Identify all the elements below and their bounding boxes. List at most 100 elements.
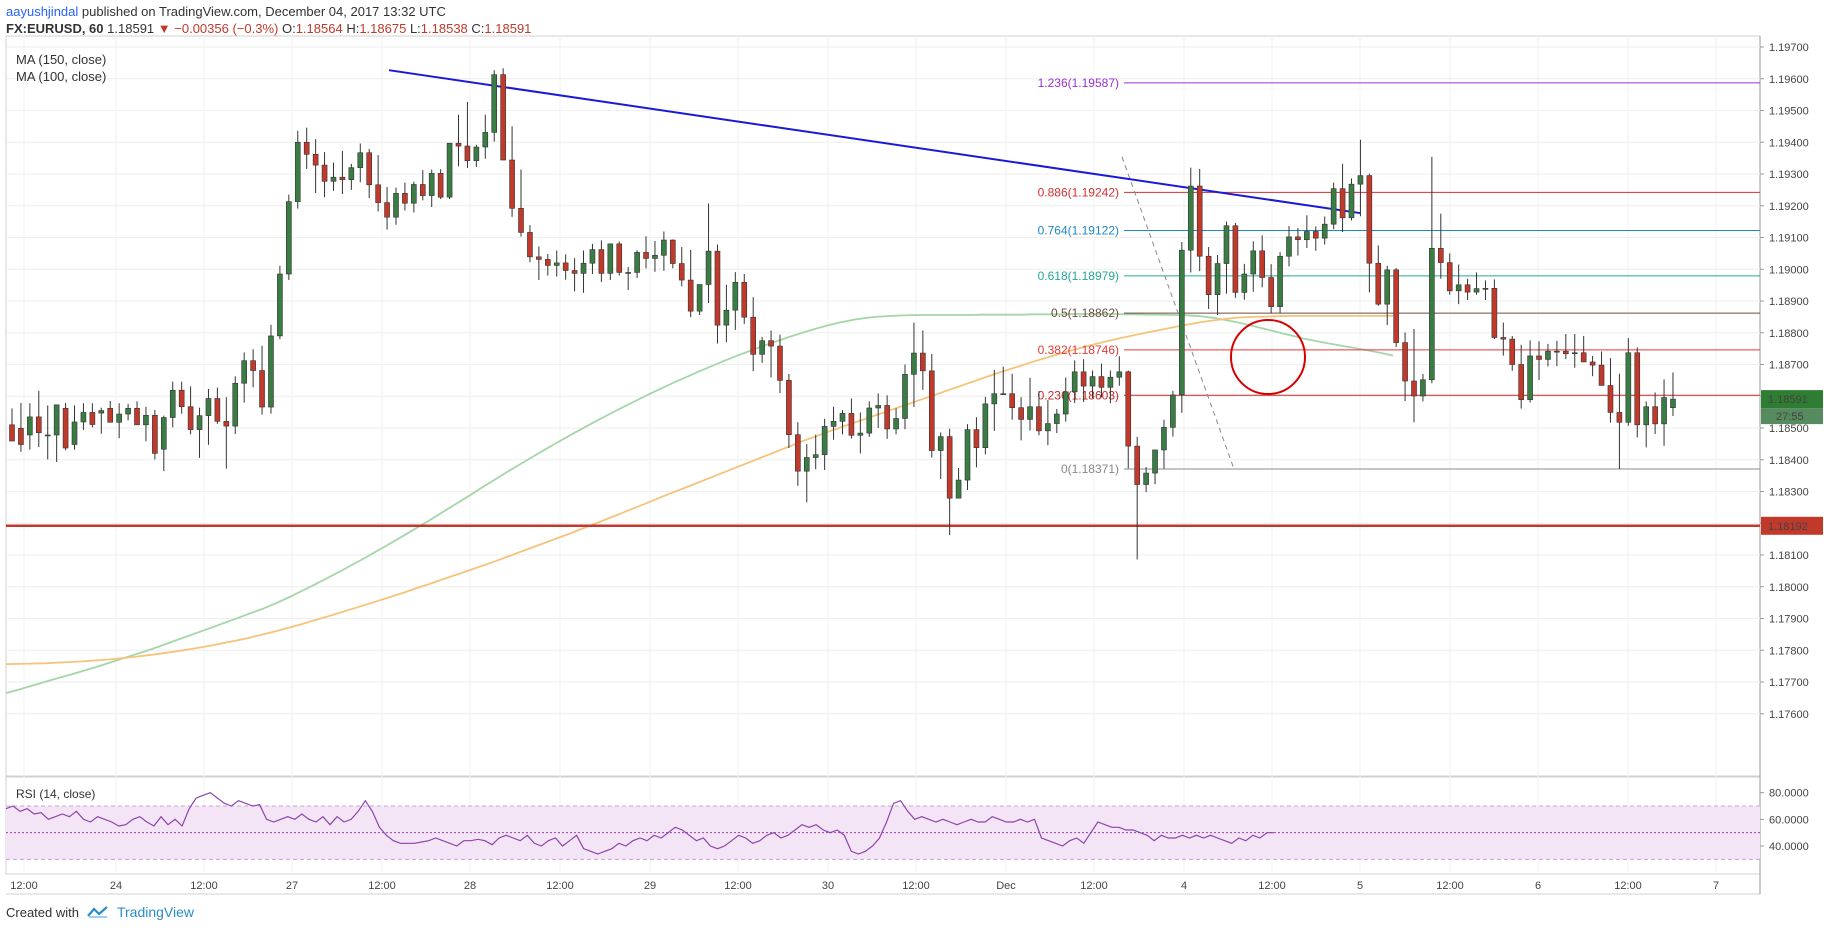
candle-body <box>339 176 346 181</box>
candle <box>134 401 140 426</box>
candle-body <box>795 434 801 472</box>
candle-body <box>670 239 676 264</box>
candle-body <box>1634 352 1641 426</box>
candle-body <box>1348 183 1355 219</box>
candle <box>982 396 989 455</box>
candle <box>116 403 122 439</box>
candle <box>1607 358 1614 423</box>
candle-body <box>598 249 605 274</box>
fib-label: 0(1.18371) <box>1061 462 1119 476</box>
candle <box>1277 252 1283 314</box>
candle <box>812 434 819 470</box>
candle <box>241 352 247 403</box>
candle <box>303 127 310 169</box>
y-tick-label: 1.19600 <box>1769 74 1809 86</box>
candle <box>1223 221 1230 294</box>
candle-body <box>1598 364 1605 386</box>
candle <box>678 247 685 287</box>
candle-body <box>446 142 453 198</box>
candle-body <box>348 167 355 181</box>
x-tick-label: 12:00 <box>546 880 574 892</box>
candle-body <box>143 414 149 426</box>
candle <box>911 322 917 408</box>
candle-body <box>661 239 667 256</box>
candle <box>1259 235 1265 288</box>
candle-body <box>1554 350 1560 353</box>
candle-body <box>187 406 194 430</box>
low-value: 1.18538 <box>420 21 468 36</box>
candle <box>259 345 265 415</box>
candle <box>419 170 426 201</box>
last-price: 1.18591 <box>107 21 155 36</box>
author-link[interactable]: aayushjindal <box>6 4 79 19</box>
candle-body <box>232 382 239 427</box>
open-value: 1.18564 <box>295 21 343 36</box>
candle-body <box>902 374 908 419</box>
candle <box>161 415 167 472</box>
x-tick-label: 12:00 <box>902 880 930 892</box>
candle-body <box>1500 337 1507 340</box>
candle-body <box>116 413 122 423</box>
candle-body <box>982 403 989 448</box>
candle <box>705 203 712 303</box>
candle-body <box>161 417 167 450</box>
candle-body <box>1464 284 1471 293</box>
candle <box>1652 392 1658 435</box>
candle-body <box>1491 287 1498 338</box>
x-tick-label: 28 <box>464 880 476 892</box>
legend-rsi[interactable]: RSI (14, close) <box>16 787 96 801</box>
candle-body <box>1205 255 1212 295</box>
candle-body <box>268 335 274 408</box>
candle-body <box>482 132 489 148</box>
candle-body <box>464 145 471 161</box>
candle-body <box>375 184 381 203</box>
candle <box>571 258 578 292</box>
candle <box>1312 226 1319 251</box>
countdown-label: 27:55 <box>1776 411 1804 423</box>
candle-body <box>875 405 882 409</box>
candle <box>1438 213 1444 279</box>
candle-body <box>1509 338 1516 365</box>
symbol-label: FX:EURUSD, 60 <box>6 21 104 36</box>
candle <box>18 402 24 452</box>
legend-ma150[interactable]: MA (150, close) <box>16 52 107 67</box>
candle <box>1393 267 1399 348</box>
price-badge <box>1761 390 1823 409</box>
candle-body <box>1321 223 1328 239</box>
candle <box>1321 216 1328 245</box>
y-tick-label: 1.18000 <box>1769 582 1809 594</box>
candle <box>366 148 373 199</box>
candle-body <box>1571 352 1578 355</box>
candle <box>1348 178 1355 221</box>
candle-body <box>1420 379 1426 397</box>
candle-body <box>955 479 962 499</box>
candle-body <box>303 141 310 155</box>
candle <box>732 272 739 330</box>
candle <box>1500 322 1507 356</box>
candle <box>1446 253 1453 295</box>
fib-label: 0.618(1.18979) <box>1038 269 1119 283</box>
candle <box>223 397 230 469</box>
candle-body <box>1170 394 1176 428</box>
candle-body <box>1241 273 1248 293</box>
candle <box>1143 467 1149 493</box>
legend-ma100[interactable]: MA (100, close) <box>16 69 107 84</box>
candle-body <box>366 152 373 186</box>
candle-body <box>1580 352 1587 363</box>
candle-body <box>893 418 899 430</box>
footer: Created with TradingView <box>6 904 194 920</box>
candle <box>1286 226 1292 267</box>
candle-body <box>741 281 748 318</box>
candle <box>723 284 730 343</box>
candle <box>1643 401 1649 448</box>
tradingview-brand-link[interactable]: TradingView <box>116 904 195 920</box>
candle <box>107 401 114 423</box>
candle-body <box>1375 262 1382 305</box>
candle <box>1518 344 1524 409</box>
candle-body <box>750 316 756 355</box>
low-label: L: <box>409 21 421 36</box>
candle-body <box>1402 342 1408 382</box>
candle-body <box>286 201 292 275</box>
candle-body <box>1045 423 1051 432</box>
